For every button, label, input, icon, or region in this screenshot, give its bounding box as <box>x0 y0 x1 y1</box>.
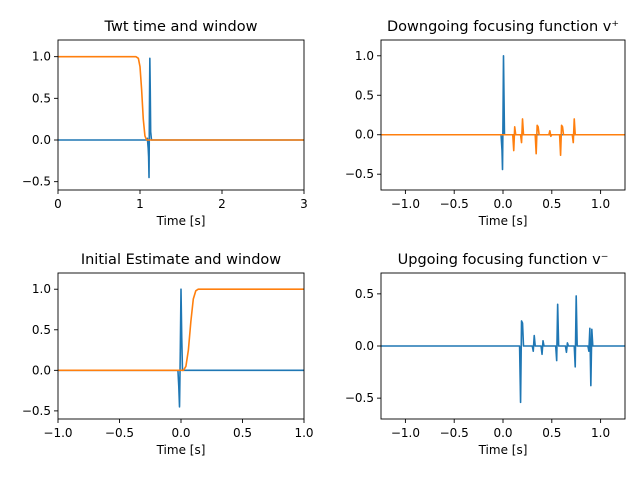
x-tick-label: −0.5 <box>440 197 469 211</box>
x-tick-label: −1.0 <box>391 426 420 440</box>
y-tick-label: 1.0 <box>32 50 51 64</box>
x-tick-label: −0.5 <box>440 426 469 440</box>
y-tick-label: 1.0 <box>32 282 51 296</box>
x-tick-label: 1.0 <box>591 426 610 440</box>
series-line-1-1 <box>58 57 304 179</box>
x-tick-label: 0.5 <box>542 197 561 211</box>
series-line-1-2 <box>58 55 304 141</box>
subplot-title: Twt time and window <box>104 19 258 35</box>
x-tick-label: 1 <box>136 197 144 211</box>
x-tick-label: 0.0 <box>493 197 512 211</box>
x-axis-label: Time [s] <box>478 214 528 228</box>
x-tick-label: 0.5 <box>542 426 561 440</box>
y-tick-label: −0.5 <box>22 404 51 418</box>
y-tick-label: −0.5 <box>345 391 374 405</box>
y-tick-label: 0.0 <box>355 128 374 142</box>
x-axis-label: Time [s] <box>156 443 206 457</box>
subplot-title: Initial Estimate and window <box>81 252 281 268</box>
x-axis-label: Time [s] <box>156 214 206 228</box>
series-line-3-2 <box>58 288 304 372</box>
y-tick-label: 0.0 <box>32 363 51 377</box>
x-tick-label: 1.0 <box>294 426 313 440</box>
y-tick-label: 0.5 <box>355 88 374 102</box>
y-tick-label: −0.5 <box>22 175 51 189</box>
x-tick-label: 0.0 <box>493 426 512 440</box>
y-tick-label: 0.0 <box>355 339 374 353</box>
x-tick-label: 0 <box>54 197 62 211</box>
subplot-2: −1.0 −0.5 0.0 0.5 1.0 −0.5 0.0 0.5 1.0 Downgoing … <box>345 19 626 228</box>
subplot-4: −1.0 −0.5 0.0 0.5 1.0 −0.5 0.0 0.5 Upgoing focus… <box>345 252 626 457</box>
x-axis-label: Time [s] <box>478 443 528 457</box>
subplot-title: Upgoing focusing function v⁻ <box>398 252 609 268</box>
x-tick-label: −1.0 <box>391 197 420 211</box>
x-tick-label: 1.0 <box>591 197 610 211</box>
x-tick-label: 0.5 <box>233 426 252 440</box>
subplot-1: 0 1 2 3 −0.5 0.0 0.5 1.0 Twt time and window Time… <box>22 19 308 228</box>
x-tick-label: 0.0 <box>171 426 190 440</box>
y-tick-label: 0.5 <box>32 323 51 337</box>
y-tick-label: 0.5 <box>32 91 51 105</box>
y-tick-label: 0.0 <box>32 133 51 147</box>
series-line-2-1 <box>381 54 625 171</box>
y-tick-label: 0.5 <box>355 287 374 301</box>
x-tick-label: 2 <box>218 197 226 211</box>
series-line-3-1 <box>58 288 304 408</box>
x-tick-label: 3 <box>300 197 308 211</box>
x-tick-label: −1.0 <box>43 426 72 440</box>
series-line-4-1 <box>381 295 625 404</box>
subplot-3: −1.0 −0.5 0.0 0.5 1.0 −0.5 0.0 0.5 1.0 Initial Es… <box>22 252 314 457</box>
subplot-title: Downgoing focusing function v⁺ <box>387 19 619 35</box>
x-tick-label: −0.5 <box>105 426 134 440</box>
y-tick-label: 1.0 <box>355 49 374 63</box>
axes-frame <box>57 39 305 191</box>
series-line-2-2 <box>381 118 625 157</box>
y-tick-label: −0.5 <box>345 167 374 181</box>
